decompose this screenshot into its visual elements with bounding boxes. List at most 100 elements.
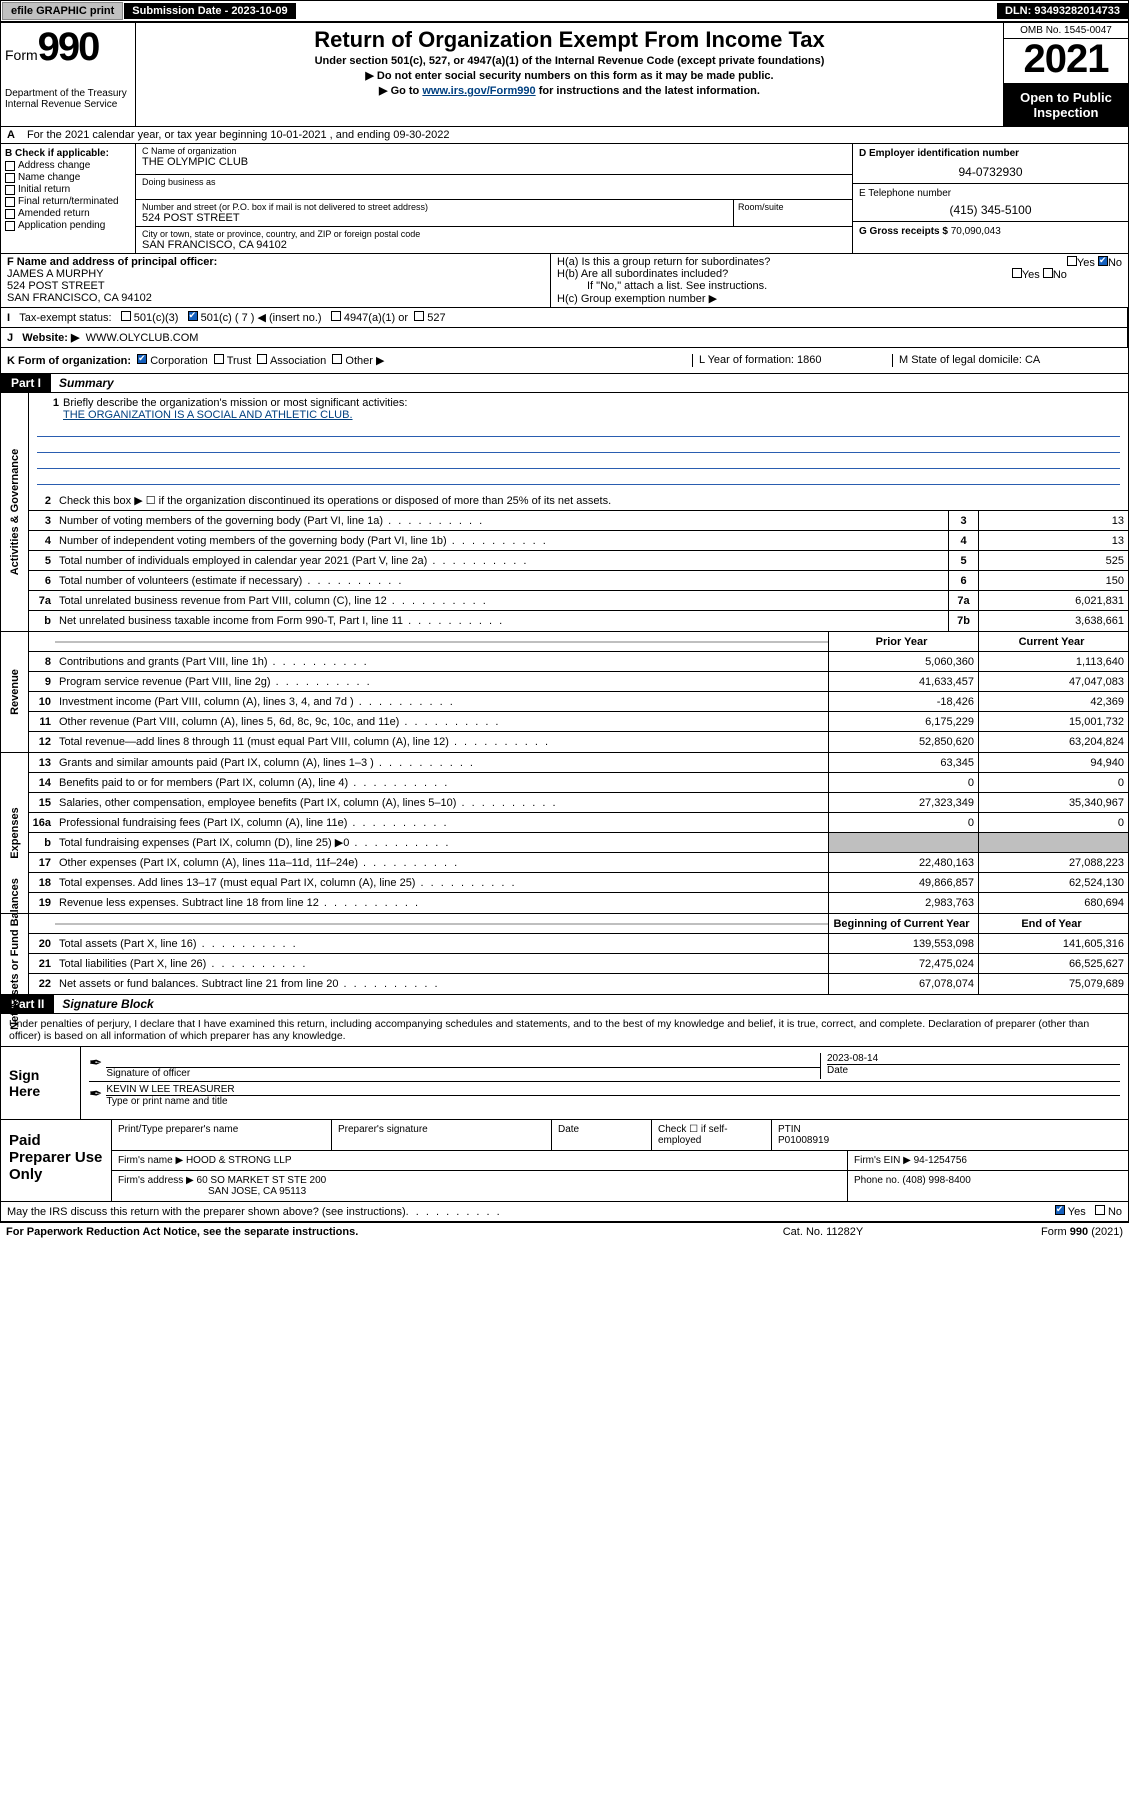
lbl-yes: Yes — [1077, 257, 1095, 269]
chk-assoc[interactable] — [257, 354, 267, 364]
row-f-h: F Name and address of principal officer:… — [1, 254, 1128, 308]
chk-other[interactable] — [332, 354, 342, 364]
form-subtitle: Under section 501(c), 527, or 4947(a)(1)… — [144, 55, 995, 67]
city-value: SAN FRANCISCO, CA 94102 — [142, 239, 846, 251]
tax-year-range: For the 2021 calendar year, or tax year … — [21, 127, 456, 143]
lbl-address-change: Address change — [18, 160, 90, 171]
chk-ha-no[interactable] — [1098, 256, 1108, 266]
summary-line: 11Other revenue (Part VIII, column (A), … — [29, 712, 1128, 732]
part-1-title: Summary — [51, 374, 122, 392]
chk-amended[interactable] — [5, 209, 15, 219]
lbl-yes3: Yes — [1068, 1206, 1086, 1218]
firm-ein-label: Firm's EIN ▶ — [854, 1155, 911, 1166]
chk-corp[interactable] — [137, 354, 147, 364]
mission-text-link[interactable]: THE ORGANIZATION IS A SOCIAL AND ATHLETI… — [63, 409, 353, 421]
prior-year-header: Prior Year — [828, 632, 978, 651]
efile-print-button[interactable]: efile GRAPHIC print — [2, 2, 123, 20]
opt-other: Other ▶ — [345, 355, 384, 367]
form-990-container: Form990 Department of the Treasury Inter… — [0, 22, 1129, 1223]
officer-print-name: KEVIN W LEE TREASURER — [106, 1084, 1120, 1095]
chk-527[interactable] — [414, 311, 424, 321]
tax-exempt-label: Tax-exempt status: — [19, 312, 111, 324]
chk-discuss-yes[interactable] — [1055, 1205, 1065, 1215]
lbl-no3: No — [1108, 1206, 1122, 1218]
pra-notice: For Paperwork Reduction Act Notice, see … — [6, 1226, 358, 1238]
chk-hb-yes[interactable] — [1012, 268, 1022, 278]
website-label: Website: ▶ — [22, 332, 79, 344]
chk-trust[interactable] — [214, 354, 224, 364]
org-name-block: C Name of organization THE OLYMPIC CLUB … — [136, 144, 853, 200]
officer-city: SAN FRANCISCO, CA 94102 — [7, 292, 544, 304]
col-d-e-g: D Employer identification number 94-0732… — [853, 144, 1128, 253]
summary-line: 21Total liabilities (Part X, line 26)72,… — [29, 954, 1128, 974]
section-expenses: Expenses 13Grants and similar amounts pa… — [1, 753, 1128, 914]
sign-date-label: Date — [827, 1064, 1120, 1076]
chk-name-change[interactable] — [5, 173, 15, 183]
phone-label: E Telephone number — [859, 188, 1122, 199]
mission-rule — [37, 439, 1120, 453]
submission-date: Submission Date - 2023-10-09 — [124, 3, 295, 19]
dept-treasury: Department of the Treasury — [5, 88, 131, 99]
chk-ha-yes[interactable] — [1067, 256, 1077, 266]
firm-name-value: HOOD & STRONG LLP — [186, 1155, 292, 1166]
officer-name: JAMES A MURPHY — [7, 268, 544, 280]
chk-4947[interactable] — [331, 311, 341, 321]
opt-501c: 501(c) ( 7 ) ◀ (insert no.) — [201, 312, 322, 324]
chk-address-change[interactable] — [5, 161, 15, 171]
chk-app-pending[interactable] — [5, 221, 15, 231]
summary-line: 15Salaries, other compensation, employee… — [29, 793, 1128, 813]
year-formation: L Year of formation: 1860 — [692, 354, 892, 367]
form-footer-label: Form 990 (2021) — [923, 1226, 1123, 1238]
chk-501c[interactable] — [188, 311, 198, 321]
col-h-group: H(a) Is this a group return for subordin… — [551, 254, 1128, 307]
firm-name-label: Firm's name ▶ — [118, 1155, 183, 1166]
form-title: Return of Organization Exempt From Incom… — [144, 27, 995, 53]
form-of-org-label: K Form of organization: — [7, 355, 131, 367]
goto-pre: ▶ Go to — [379, 85, 422, 97]
signature-line-label: Signature of officer — [106, 1067, 820, 1079]
chk-501c3[interactable] — [121, 311, 131, 321]
irs-label: Internal Revenue Service — [5, 99, 131, 110]
block-b-to-h: B Check if applicable: Address change Na… — [1, 144, 1128, 254]
lbl-no2: No — [1053, 269, 1067, 281]
opt-corp: Corporation — [150, 355, 207, 367]
irs-form990-link[interactable]: www.irs.gov/Form990 — [422, 85, 535, 97]
mission-label: Briefly describe the organization's miss… — [63, 397, 407, 409]
row-j: J Website: ▶ WWW.OLYCLUB.COM — [1, 328, 1128, 348]
opt-assoc: Association — [270, 355, 326, 367]
section-revenue: Revenue Prior Year Current Year 8Contrib… — [1, 632, 1128, 753]
gross-receipts-label: G Gross receipts $ — [859, 226, 948, 237]
ptin-value: P01008919 — [778, 1135, 829, 1146]
summary-line: 4Number of independent voting members of… — [29, 531, 1128, 551]
row-i: I Tax-exempt status: 501(c)(3) 501(c) ( … — [1, 308, 1128, 328]
org-name-label: C Name of organization — [142, 146, 846, 156]
summary-line: 7aTotal unrelated business revenue from … — [29, 591, 1128, 611]
na-header-row: Beginning of Current Year End of Year — [29, 914, 1128, 934]
sign-here-label: Sign Here — [1, 1047, 81, 1119]
summary-line: 19Revenue less expenses. Subtract line 1… — [29, 893, 1128, 913]
mission-rule — [37, 423, 1120, 437]
chk-final-return[interactable] — [5, 197, 15, 207]
summary-line: 2Check this box ▶ ☐ if the organization … — [29, 491, 1128, 511]
self-employed-check: Check ☐ if self-employed — [652, 1120, 772, 1150]
summary-line: 17Other expenses (Part IX, column (A), l… — [29, 853, 1128, 873]
summary-line: 9Program service revenue (Part VIII, lin… — [29, 672, 1128, 692]
chk-initial-return[interactable] — [5, 185, 15, 195]
chk-discuss-no[interactable] — [1095, 1205, 1105, 1215]
phone-value: (415) 345-5100 — [859, 203, 1122, 217]
chk-hb-no[interactable] — [1043, 268, 1053, 278]
preparer-date-header: Date — [552, 1120, 652, 1150]
summary-line: bNet unrelated business taxable income f… — [29, 611, 1128, 631]
summary-line: 5Total number of individuals employed in… — [29, 551, 1128, 571]
dba-label: Doing business as — [142, 177, 846, 187]
vtab-net-assets: Net Assets or Fund Balances — [1, 914, 29, 994]
summary-line: 18Total expenses. Add lines 13–17 (must … — [29, 873, 1128, 893]
end-year-header: End of Year — [978, 914, 1128, 933]
opt-trust: Trust — [227, 355, 252, 367]
lbl-initial-return: Initial return — [18, 184, 70, 195]
cat-number: Cat. No. 11282Y — [723, 1226, 923, 1238]
opt-4947: 4947(a)(1) or — [344, 312, 408, 324]
lbl-no: No — [1108, 257, 1122, 269]
row-k-l-m: K Form of organization: Corporation Trus… — [1, 348, 1128, 374]
summary-line: 3Number of voting members of the governi… — [29, 511, 1128, 531]
